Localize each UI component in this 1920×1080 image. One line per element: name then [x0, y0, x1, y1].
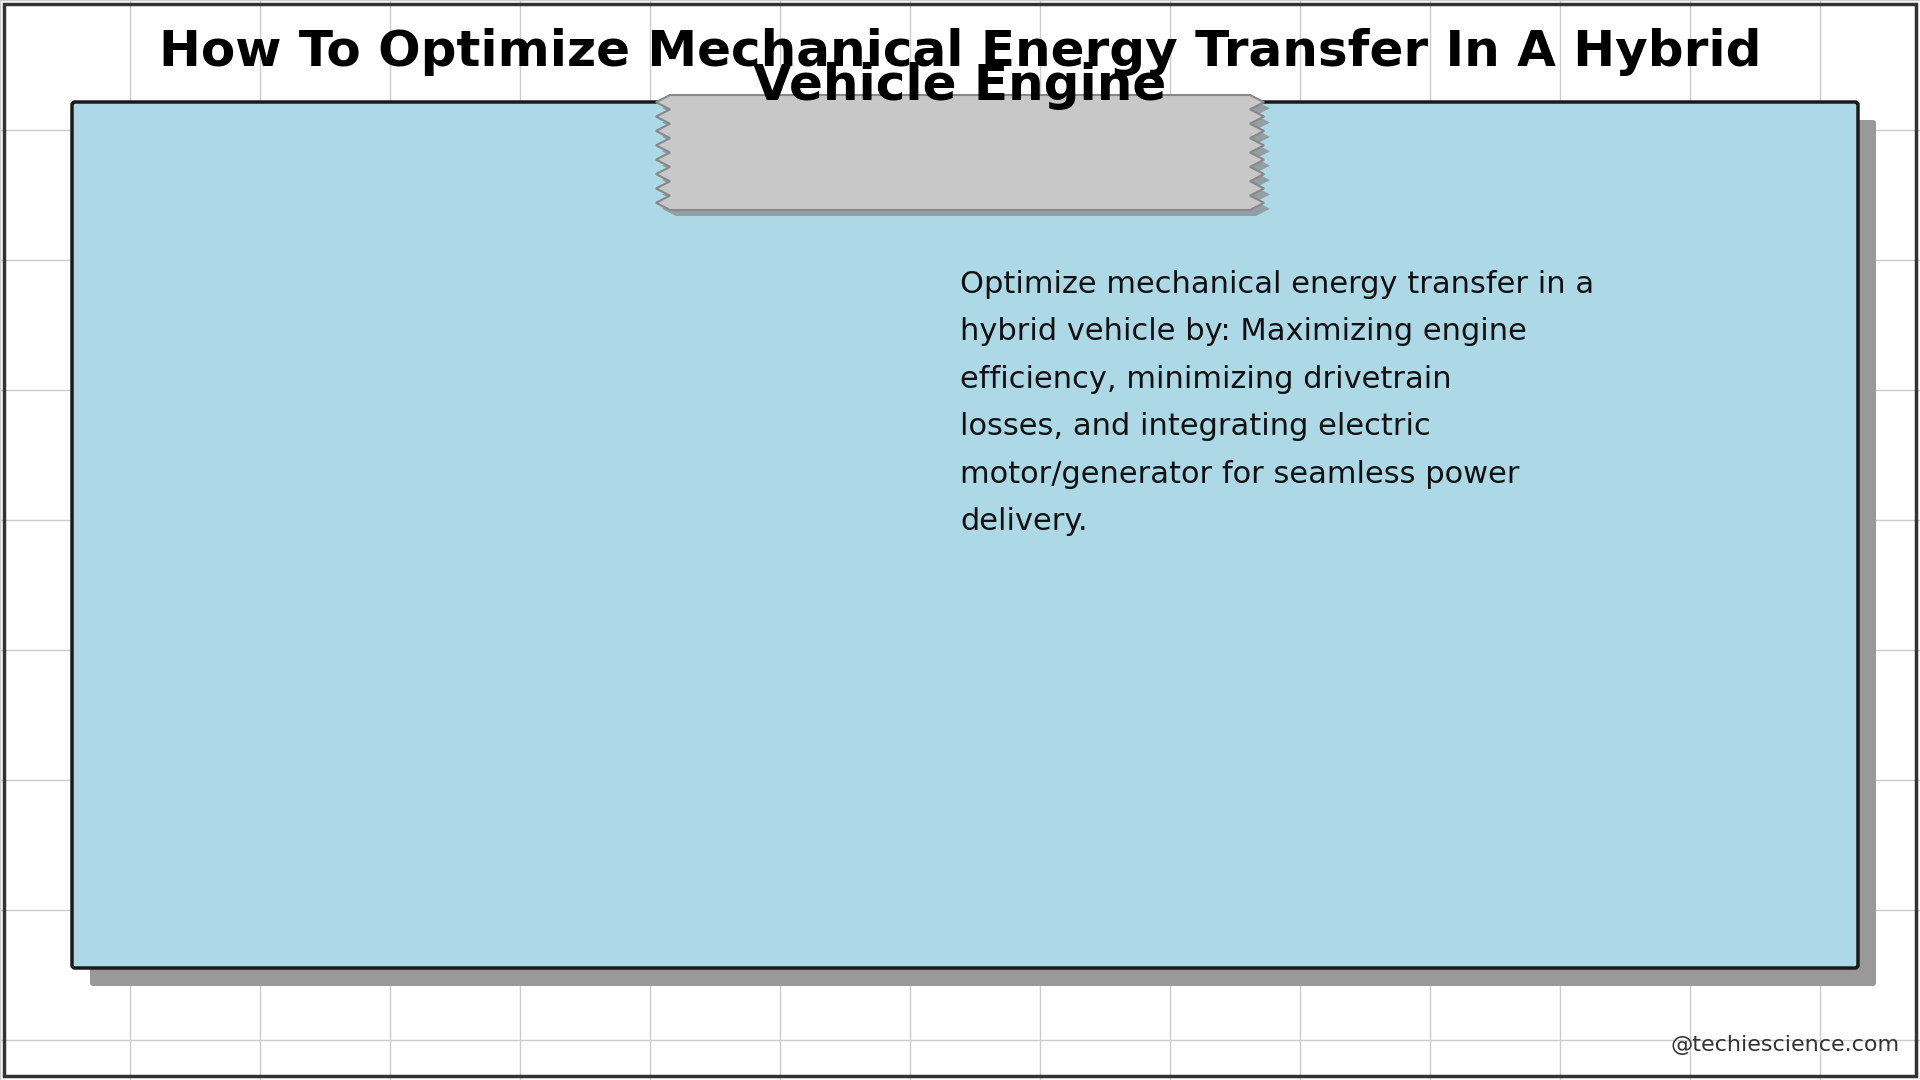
- FancyBboxPatch shape: [73, 102, 1859, 968]
- Text: Vehicle Engine: Vehicle Engine: [753, 62, 1167, 110]
- FancyBboxPatch shape: [90, 120, 1876, 986]
- Text: How To Optimize Mechanical Energy Transfer In A Hybrid: How To Optimize Mechanical Energy Transf…: [159, 28, 1761, 76]
- Polygon shape: [657, 95, 1263, 210]
- Text: @techiescience.com: @techiescience.com: [1670, 1035, 1901, 1055]
- Polygon shape: [662, 102, 1269, 216]
- Text: Optimize mechanical energy transfer in a
hybrid vehicle by: Maximizing engine
ef: Optimize mechanical energy transfer in a…: [960, 270, 1594, 536]
